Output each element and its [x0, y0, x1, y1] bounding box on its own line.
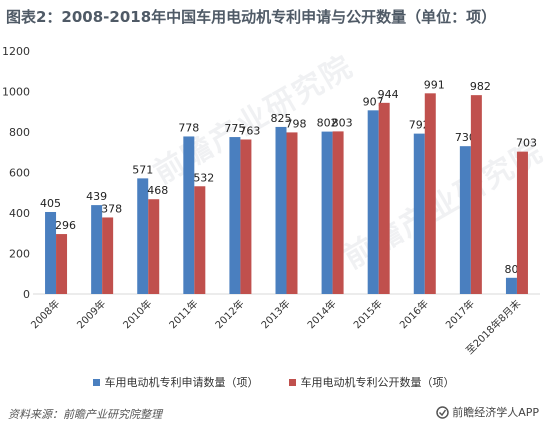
brand-label: 前瞻经济学人APP: [452, 406, 539, 419]
y-tick-label: 600: [9, 167, 30, 180]
data-label-applications: 730: [455, 131, 476, 144]
y-tick-label: 200: [9, 248, 30, 261]
data-label-publications: 532: [193, 171, 214, 184]
bar-applications: [45, 211, 57, 294]
data-label-applications: 825: [271, 112, 292, 125]
x-tick-label: 2015年: [351, 297, 385, 331]
data-label-applications: 802: [317, 117, 338, 130]
bar-publications: [470, 95, 482, 295]
brand-credit: 前瞻经济学人APP: [436, 404, 539, 420]
data-label-publications: 468: [147, 184, 168, 197]
y-tick-label: 800: [9, 126, 30, 139]
data-label-applications: 405: [40, 197, 61, 210]
bar-applications: [321, 131, 333, 294]
legend-item-applications: 车用电动机专利申请数量（项）: [92, 374, 259, 390]
data-label-publications: 703: [516, 137, 537, 150]
bar-applications: [91, 205, 103, 294]
bar-applications: [505, 277, 517, 294]
x-tick-label: 2014年: [304, 297, 338, 331]
legend-swatch-publications: [288, 378, 296, 386]
bar-applications: [367, 110, 379, 295]
x-tick-label: 2011年: [166, 297, 200, 331]
data-label-applications: 775: [224, 122, 245, 135]
bar-publications: [148, 199, 160, 294]
x-tick-label: 2017年: [443, 297, 477, 331]
data-label-applications: 778: [178, 121, 199, 134]
data-label-publications: 982: [470, 80, 491, 93]
x-tick-label: 2013年: [258, 297, 292, 331]
y-tick-label: 400: [9, 207, 30, 220]
data-label-publications: 991: [424, 78, 445, 91]
x-tick-label: 2008年: [28, 297, 62, 331]
data-label-applications: 571: [132, 163, 153, 176]
data-label-publications: 378: [101, 202, 122, 215]
data-label-applications: 792: [409, 119, 430, 132]
data-label-publications: 944: [378, 88, 399, 101]
chart-title: 图表2：2008-2018年中国车用电动机专利申请与公开数量（单位：项）: [6, 8, 497, 26]
bar-applications: [183, 136, 195, 294]
data-label-publications: 798: [286, 117, 307, 130]
legend-swatch-applications: [92, 378, 100, 386]
bar-publications: [424, 93, 436, 294]
y-tick-label: 1000: [2, 86, 30, 99]
bar-applications: [413, 133, 425, 294]
data-label-publications: 296: [55, 219, 76, 232]
source-note: 资料来源：前瞻产业研究院整理: [8, 408, 162, 421]
data-label-publications: 763: [239, 124, 260, 137]
x-tick-label: 2009年: [74, 297, 108, 331]
bar-applications: [459, 146, 471, 294]
data-label-applications: 907: [363, 95, 384, 108]
y-tick-label: 1200: [2, 45, 30, 58]
data-label-applications: 439: [86, 190, 107, 203]
legend-label-publications: 车用电动机专利公开数量（项）: [300, 376, 455, 389]
bar-publications: [240, 139, 252, 294]
x-tick-label: 2012年: [212, 297, 246, 331]
data-label-publications: 803: [332, 116, 353, 129]
bar-applications: [137, 178, 149, 294]
data-label-applications: 80: [504, 263, 518, 276]
x-tick-label: 2010年: [120, 297, 154, 331]
legend-label-applications: 车用电动机专利申请数量（项）: [104, 376, 259, 389]
bar-publications: [194, 186, 206, 294]
bar-publications: [378, 102, 390, 294]
bar-applications: [229, 137, 241, 294]
legend: 车用电动机专利申请数量（项） 车用电动机专利公开数量（项）: [0, 374, 547, 390]
bar-publications: [332, 131, 344, 294]
x-tick-label: 2016年: [397, 297, 431, 331]
bar-publications: [286, 132, 298, 294]
brand-logo-icon: [436, 405, 449, 419]
bar-publications: [102, 217, 114, 294]
bar-publications: [56, 234, 68, 294]
legend-item-publications: 车用电动机专利公开数量（项）: [288, 374, 455, 390]
bar-applications: [275, 126, 287, 294]
y-tick-label: 0: [23, 288, 30, 301]
bar-publications: [516, 151, 528, 294]
